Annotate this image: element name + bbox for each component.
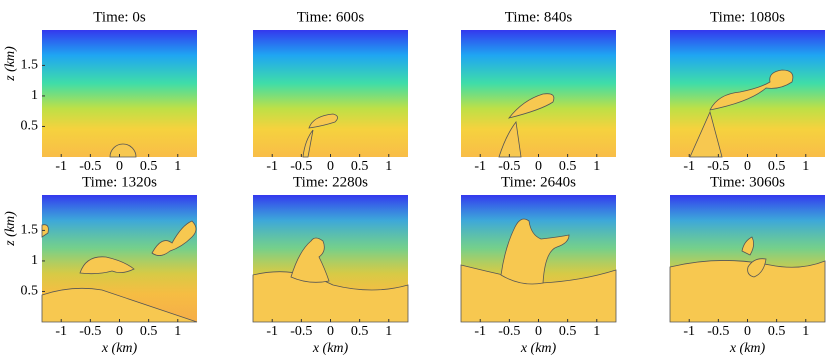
x-axis-label: x (km) bbox=[520, 341, 557, 356]
y-axis-label: z (km) bbox=[3, 211, 18, 247]
x-tick-label: -0.5 bbox=[498, 324, 520, 339]
x-axis-label: x (km) bbox=[312, 341, 349, 356]
field-image bbox=[253, 30, 408, 157]
x-tick-label: -0.5 bbox=[498, 159, 520, 174]
y-tick-label: 1.5 bbox=[21, 223, 39, 238]
x-tick-label: -0.5 bbox=[707, 324, 729, 339]
y-tick-label: 1.5 bbox=[21, 58, 39, 73]
x-tick-label: 0.5 bbox=[140, 159, 158, 174]
y-tick-label: 1 bbox=[31, 88, 38, 103]
x-tick-label: 0.5 bbox=[351, 324, 369, 339]
plume bbox=[79, 256, 135, 275]
x-tick-label: 1 bbox=[385, 324, 392, 339]
plume bbox=[498, 121, 522, 158]
x-tick-label: 1 bbox=[174, 324, 181, 339]
x-tick-label: 1 bbox=[174, 159, 181, 174]
x-axis-label: x (km) bbox=[101, 341, 138, 356]
x-tick-label: 1 bbox=[593, 324, 600, 339]
panel-title: Time: 0s bbox=[93, 9, 146, 25]
panel: Time: 2280s -1 -0.5 0 0.5 1 x (km) bbox=[252, 174, 409, 356]
x-tick-label: 1 bbox=[593, 159, 600, 174]
panel: Time: 3060s -1 -0.5 0 0.5 1 x (km) bbox=[669, 174, 826, 356]
plume bbox=[689, 110, 723, 158]
panel-title: Time: 3060s bbox=[710, 174, 785, 190]
x-tick-label: 1 bbox=[385, 159, 392, 174]
x-tick-label: 0 bbox=[744, 324, 751, 339]
panel: Time: 1320s -1 -0.5 0 0.5 1 0.5 1 1.5 x (km) z (km… bbox=[3, 174, 198, 356]
x-tick-label: 0 bbox=[744, 159, 751, 174]
plume bbox=[290, 237, 330, 283]
panel-title: Time: 1320s bbox=[82, 174, 157, 190]
x-tick-label: 0.5 bbox=[559, 159, 577, 174]
x-tick-label: -1 bbox=[683, 159, 695, 174]
x-tick-label: 0 bbox=[327, 159, 334, 174]
panel-title: Time: 2640s bbox=[501, 174, 576, 190]
x-tick-label: 0 bbox=[116, 159, 123, 174]
plume bbox=[669, 260, 826, 323]
x-tick-label: 1 bbox=[802, 324, 809, 339]
plume bbox=[151, 220, 197, 256]
panel-title: Time: 1080s bbox=[710, 9, 785, 25]
plume bbox=[741, 236, 754, 256]
field-image bbox=[461, 30, 616, 157]
panel: Time: 840s -1 -0.5 0 0.5 1 bbox=[461, 9, 616, 174]
x-tick-label: 0.5 bbox=[140, 324, 158, 339]
x-tick-label: -0.5 bbox=[79, 159, 101, 174]
plume bbox=[747, 258, 767, 278]
plume bbox=[507, 93, 555, 119]
plume bbox=[709, 69, 794, 111]
panel: Time: 600s -1 -0.5 0 0.5 1 bbox=[253, 9, 408, 174]
plume bbox=[41, 224, 49, 238]
x-tick-label: 0.5 bbox=[559, 324, 577, 339]
panel: Time: 0s -1 -0.5 0 0.5 1 0.5 1 1.5z (km) bbox=[3, 9, 197, 174]
x-tick-label: -0.5 bbox=[290, 159, 312, 174]
x-tick-label: -1 bbox=[55, 324, 67, 339]
plume bbox=[308, 113, 338, 129]
x-tick-label: -0.5 bbox=[79, 324, 101, 339]
panel: Time: 1080s -1 -0.5 0 0.5 1 bbox=[670, 9, 825, 174]
x-tick-label: -0.5 bbox=[290, 324, 312, 339]
x-tick-label: -1 bbox=[683, 324, 695, 339]
plume bbox=[500, 218, 570, 285]
x-tick-label: -1 bbox=[266, 159, 278, 174]
plume bbox=[302, 129, 314, 158]
x-tick-label: -1 bbox=[474, 159, 486, 174]
y-axis-label: z (km) bbox=[3, 46, 18, 82]
y-tick-label: 0.5 bbox=[21, 119, 39, 134]
x-tick-label: 0 bbox=[535, 159, 542, 174]
y-tick-label: 1 bbox=[31, 253, 38, 268]
x-tick-label: -1 bbox=[474, 324, 486, 339]
y-tick-label: 0.5 bbox=[21, 284, 39, 299]
panel-title: Time: 600s bbox=[297, 9, 365, 25]
plume bbox=[109, 143, 137, 158]
x-tick-label: 0 bbox=[535, 324, 542, 339]
x-tick-label: 0 bbox=[116, 324, 123, 339]
plume bbox=[41, 287, 198, 323]
x-tick-label: -1 bbox=[55, 159, 67, 174]
x-tick-label: 0.5 bbox=[351, 159, 369, 174]
x-tick-label: -0.5 bbox=[707, 159, 729, 174]
x-tick-label: 0.5 bbox=[768, 324, 786, 339]
x-tick-label: -1 bbox=[266, 324, 278, 339]
panel-title: Time: 2280s bbox=[293, 174, 368, 190]
panel-title: Time: 840s bbox=[505, 9, 573, 25]
field-image bbox=[42, 30, 197, 157]
plume bbox=[252, 271, 409, 323]
x-tick-label: 1 bbox=[802, 159, 809, 174]
x-tick-label: 0.5 bbox=[768, 159, 786, 174]
panel: Time: 2640s -1 -0.5 0 0.5 1 x (km) bbox=[460, 174, 617, 356]
x-axis-label: x (km) bbox=[729, 341, 766, 356]
x-tick-label: 0 bbox=[327, 324, 334, 339]
